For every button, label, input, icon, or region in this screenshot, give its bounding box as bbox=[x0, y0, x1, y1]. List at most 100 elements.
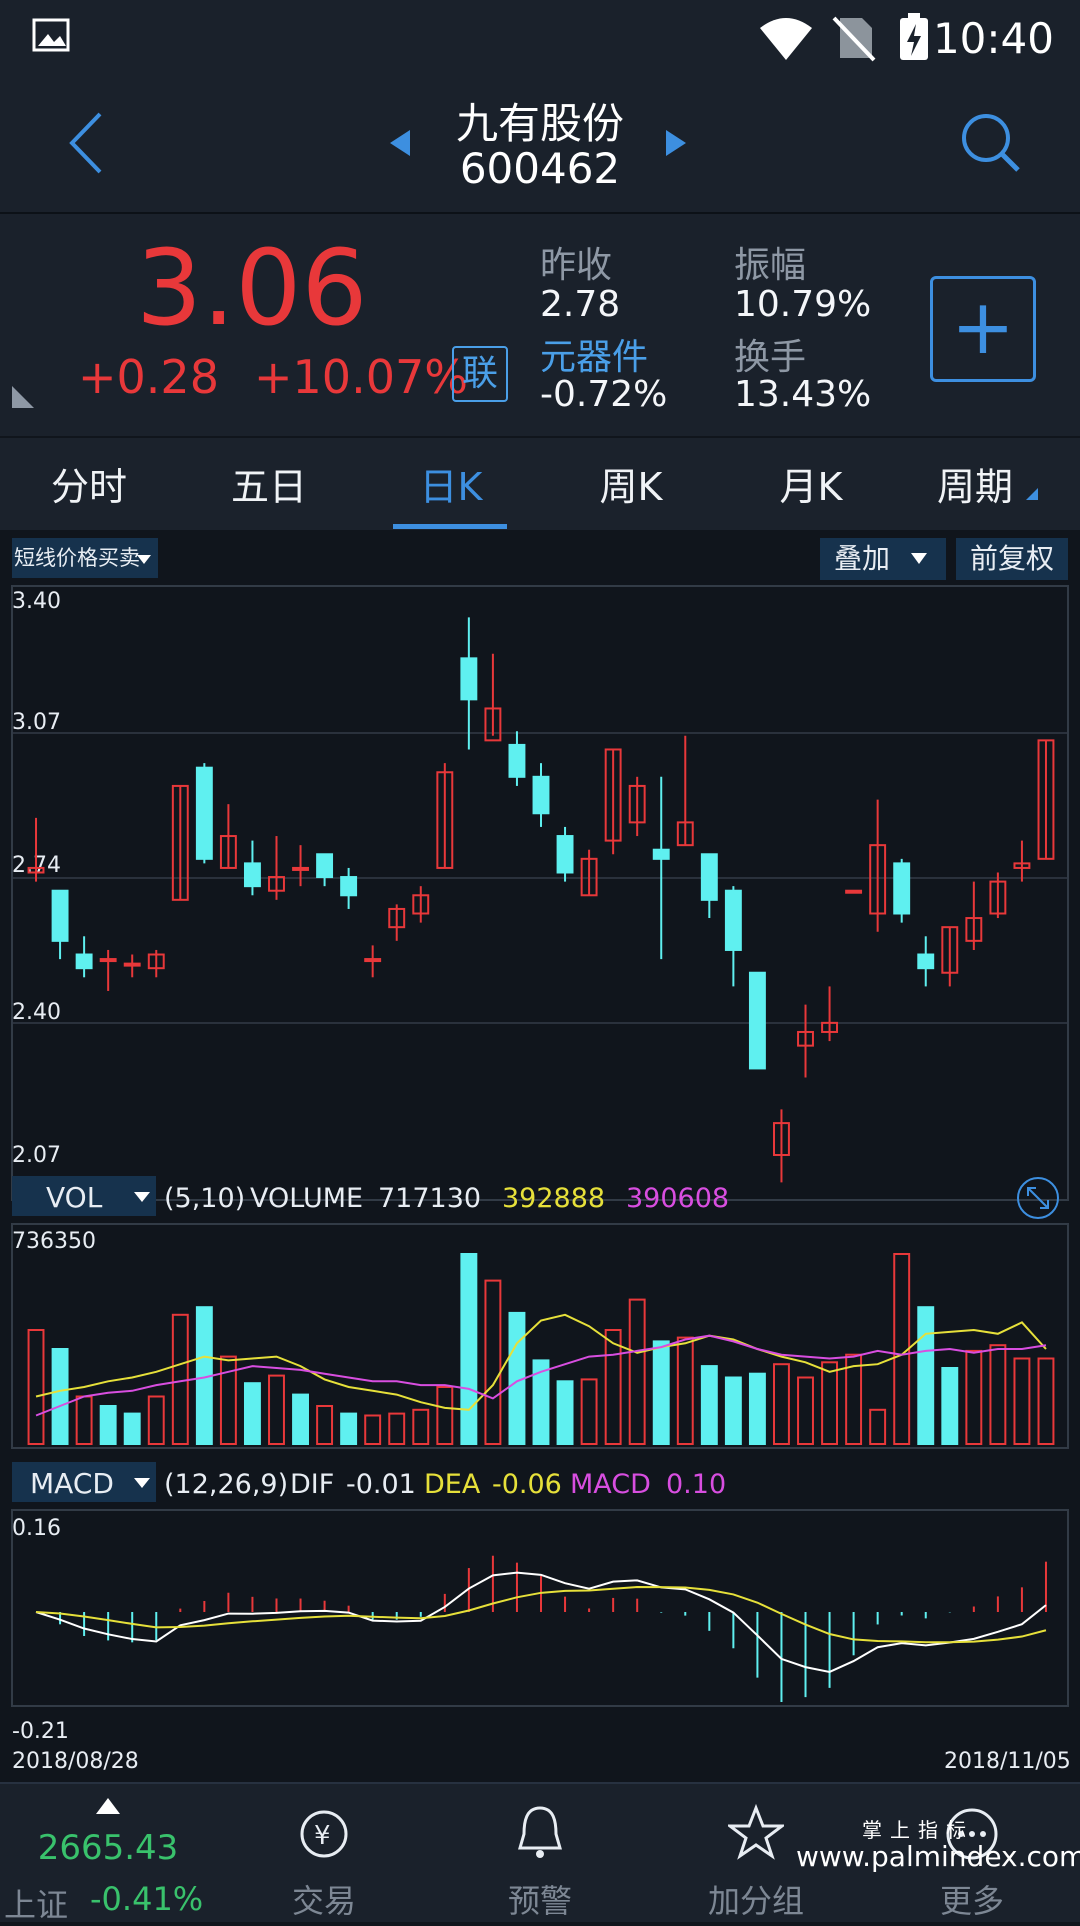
vol-ma5-value: 392888 bbox=[502, 1183, 605, 1214]
volume-bars-group bbox=[27, 1253, 1055, 1446]
candle bbox=[869, 799, 887, 932]
candle bbox=[1037, 739, 1055, 860]
nav-add-group[interactable]: 加分组 bbox=[648, 1784, 864, 1922]
back-icon[interactable] bbox=[66, 110, 106, 176]
candle bbox=[75, 936, 93, 978]
candle bbox=[989, 872, 1007, 919]
tab-monthly-k[interactable]: 月K bbox=[779, 465, 843, 509]
candle bbox=[965, 881, 983, 950]
tab-weekly-k[interactable]: 周K bbox=[599, 465, 663, 509]
candle-body bbox=[147, 953, 165, 970]
tab-period[interactable]: 周期 bbox=[936, 465, 1013, 509]
candle-body bbox=[243, 862, 261, 888]
indicator-dropdown-icon[interactable] bbox=[136, 554, 152, 566]
candle-body bbox=[604, 748, 622, 842]
candle-body bbox=[75, 953, 93, 970]
candle-body bbox=[869, 844, 887, 915]
clock: 10:40 bbox=[932, 14, 1054, 63]
volume-bar bbox=[388, 1412, 406, 1445]
candle-body bbox=[123, 962, 141, 967]
no-sim-icon bbox=[832, 16, 876, 62]
vol-select[interactable] bbox=[12, 1176, 156, 1216]
nav-alert[interactable]: 预警 bbox=[432, 1784, 648, 1922]
candle bbox=[364, 945, 382, 978]
candle-body bbox=[797, 1030, 814, 1047]
trade-icon: ¥ bbox=[300, 1810, 348, 1858]
linked-badge[interactable]: 联 bbox=[452, 346, 508, 402]
index-name: 上证 bbox=[4, 1886, 69, 1924]
candle bbox=[532, 763, 550, 827]
main-pane-frame bbox=[11, 585, 1069, 1201]
candle-body bbox=[171, 784, 189, 901]
candle-body bbox=[917, 953, 935, 970]
tab-daily-k[interactable]: 日K bbox=[419, 465, 483, 509]
quote-panel: 3.06 +0.28 +10.07% 联 昨收 2.78 元器件 -0.72% … bbox=[0, 214, 1080, 436]
dif-line bbox=[35, 1571, 1047, 1673]
sector-link[interactable]: 元器件 bbox=[540, 337, 649, 378]
volume-bar bbox=[532, 1359, 550, 1446]
candle bbox=[628, 776, 646, 837]
candle-body bbox=[51, 889, 69, 942]
volume-bar bbox=[292, 1393, 309, 1445]
volume-bar bbox=[436, 1386, 454, 1445]
candle-body bbox=[628, 784, 646, 824]
candle-body bbox=[316, 853, 334, 879]
candle-body bbox=[532, 775, 550, 815]
macd-dropdown-icon[interactable] bbox=[134, 1478, 150, 1488]
candle bbox=[171, 784, 189, 901]
period-dropdown-icon[interactable] bbox=[1024, 486, 1040, 502]
y-tick-label: 2.07 bbox=[12, 1143, 61, 1168]
nav-add-group-label: 加分组 bbox=[707, 1882, 804, 1920]
adjust-select[interactable]: 前复权 bbox=[956, 538, 1068, 580]
volume-bar bbox=[869, 1408, 887, 1445]
nav-trade[interactable]: ¥ 交易 bbox=[216, 1784, 432, 1922]
overlay-dropdown-icon[interactable] bbox=[910, 552, 928, 566]
next-stock-icon[interactable] bbox=[664, 128, 688, 158]
volume-bar bbox=[821, 1361, 839, 1445]
volume-bar bbox=[316, 1405, 334, 1445]
bottom-nav: 2665.43 上证 -0.41% ¥ 交易 预警 加分组 更多 掌上指标 ww… bbox=[0, 1782, 1080, 1924]
overlay-select[interactable]: 叠加 bbox=[820, 538, 946, 580]
macd-select-label: MACD bbox=[30, 1467, 114, 1500]
volume-bar bbox=[99, 1405, 117, 1445]
date-start-label: 2018/08/28 bbox=[12, 1749, 139, 1774]
candle bbox=[388, 904, 406, 941]
tab-intraday[interactable]: 分时 bbox=[50, 465, 127, 509]
y-tick-label: 3.07 bbox=[12, 710, 61, 735]
vol-ma10-line bbox=[35, 1334, 1047, 1417]
candle bbox=[436, 763, 454, 869]
macd-pane-frame bbox=[11, 1509, 1069, 1707]
prev-close-value: 2.78 bbox=[540, 284, 621, 325]
dif-label: DIF bbox=[290, 1469, 334, 1500]
candle bbox=[893, 858, 911, 923]
dea-line bbox=[35, 1586, 1047, 1644]
macd-bottom-label: -0.21 bbox=[12, 1719, 69, 1744]
volume-bar bbox=[123, 1412, 141, 1445]
kline-svg[interactable]: 3.40 3.07 2.74 2.40 2.07 VOL (5,10) VOLU… bbox=[0, 532, 1080, 1782]
volume-bar bbox=[171, 1313, 189, 1445]
candle bbox=[316, 853, 334, 887]
indicator-select[interactable]: 短线价格买卖 bbox=[12, 538, 158, 578]
volume-bar bbox=[797, 1376, 814, 1445]
macd-bars-group bbox=[59, 1555, 1047, 1702]
vol-dropdown-icon[interactable] bbox=[134, 1192, 150, 1202]
period-tabs: 分时 五日 日K 周K 月K 周期 bbox=[0, 438, 1080, 530]
volume-bar bbox=[460, 1253, 478, 1445]
search-icon[interactable] bbox=[958, 110, 1022, 174]
volume-bar bbox=[556, 1380, 574, 1445]
nav-more[interactable]: 更多 bbox=[864, 1784, 1080, 1922]
candle-body bbox=[388, 907, 406, 929]
candle bbox=[147, 949, 165, 978]
macd-select[interactable] bbox=[12, 1462, 156, 1502]
macd-label: MACD bbox=[570, 1469, 651, 1500]
overlay-select-label: 叠加 bbox=[834, 542, 891, 575]
index-value: 2665.43 bbox=[37, 1828, 179, 1868]
add-watchlist-button[interactable]: + bbox=[930, 276, 1036, 382]
tab-five-day[interactable]: 五日 bbox=[230, 465, 307, 509]
candle-body bbox=[1037, 739, 1055, 860]
expand-chart-icon[interactable] bbox=[1017, 1177, 1059, 1219]
prev-stock-icon[interactable] bbox=[388, 128, 412, 158]
index-ticker[interactable]: 2665.43 上证 -0.41% bbox=[0, 1784, 216, 1924]
candle-body bbox=[724, 889, 742, 951]
corner-expand-icon[interactable] bbox=[10, 384, 36, 410]
